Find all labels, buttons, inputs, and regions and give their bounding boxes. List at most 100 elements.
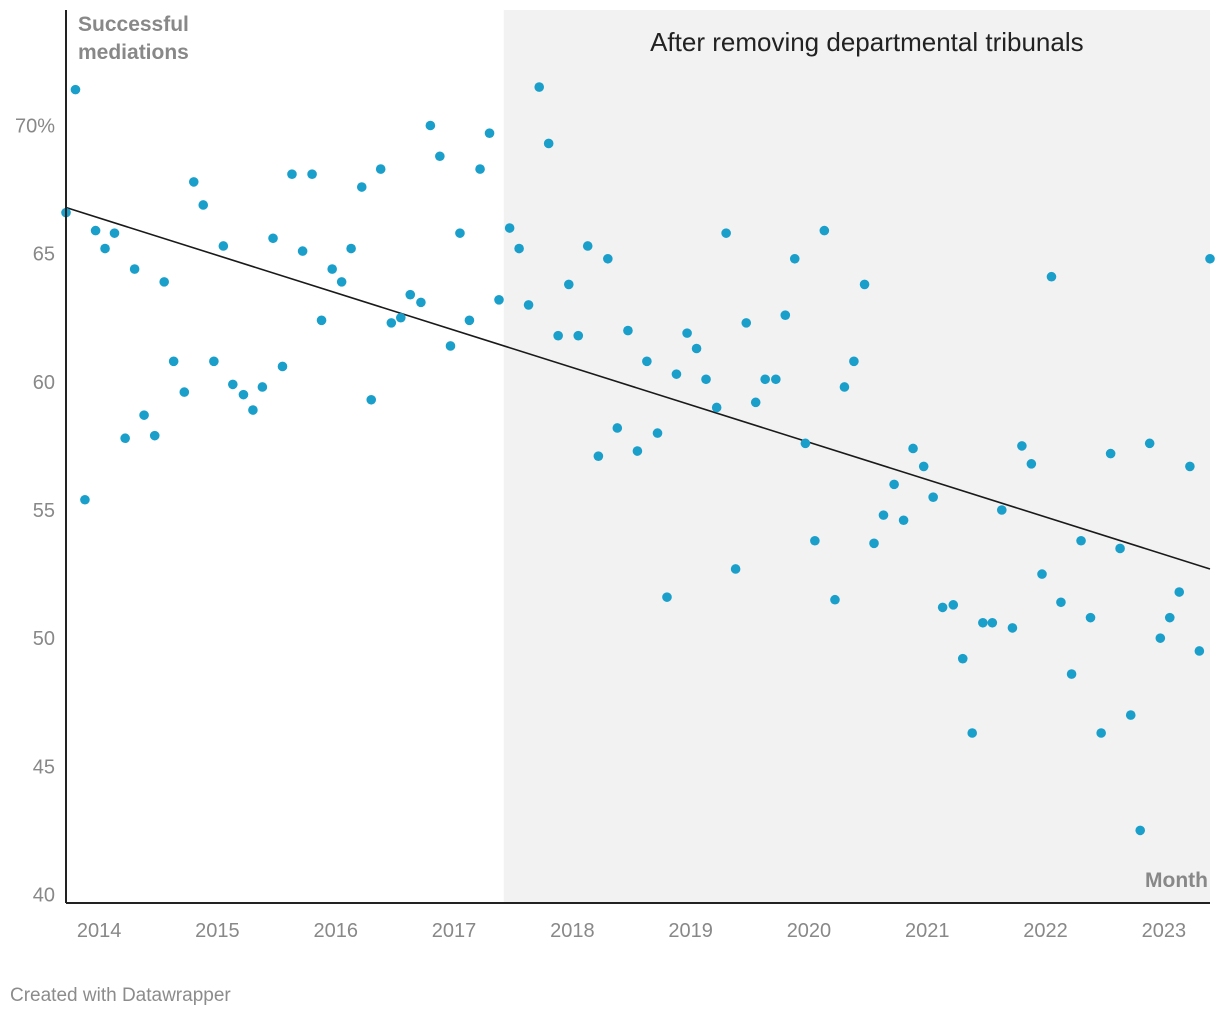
data-point-42 (475, 164, 485, 174)
data-point-58 (632, 446, 643, 456)
data-point-25 (307, 169, 317, 180)
data-point-81 (859, 279, 870, 290)
data-point-91 (957, 653, 968, 664)
data-point-98 (1026, 459, 1037, 469)
data-point-43 (484, 128, 495, 138)
footer-credit: Created with Datawrapper (10, 985, 231, 1006)
x-tick-label-2022: 2022 (1023, 920, 1068, 942)
x-tick-label-2016: 2016 (313, 920, 358, 942)
data-point-102 (1066, 669, 1077, 679)
x-tick-label-2021: 2021 (905, 920, 950, 942)
data-point-93 (978, 617, 988, 628)
data-point-34 (396, 312, 406, 323)
data-point-116 (1205, 253, 1215, 264)
data-point-3 (90, 225, 101, 236)
y-tick-label-50: 50 (33, 628, 55, 650)
x-tick-label-2023: 2023 (1142, 920, 1187, 942)
data-point-84 (889, 479, 899, 490)
data-point-76 (810, 535, 820, 546)
data-point-7 (129, 264, 140, 274)
data-point-56 (612, 423, 623, 433)
data-point-4 (100, 243, 110, 254)
data-point-78 (830, 594, 840, 605)
data-point-57 (623, 325, 633, 336)
data-point-50 (553, 330, 563, 341)
data-point-51 (563, 279, 574, 290)
data-point-101 (1056, 597, 1066, 608)
data-point-52 (573, 330, 584, 341)
shaded-period-region (503, 10, 1210, 903)
y-tick-label-70: 70% (15, 116, 55, 138)
data-point-69 (741, 318, 752, 328)
data-point-48 (534, 82, 545, 92)
data-point-77 (819, 225, 830, 236)
x-axis-ticks: 2014 2015 2016 2017 2018 2019 2020 2021 2022 2023 (77, 920, 1186, 942)
data-point-87 (918, 461, 929, 472)
data-point-45 (504, 223, 515, 233)
data-point-44 (494, 295, 504, 305)
data-point-90 (948, 600, 959, 610)
y-tick-label-40: 40 (33, 885, 55, 907)
data-point-26 (316, 315, 327, 326)
data-point-60 (652, 428, 663, 438)
data-point-47 (523, 300, 534, 310)
data-point-61 (662, 592, 672, 602)
x-tick-label-2015: 2015 (195, 920, 240, 942)
data-point-95 (996, 505, 1007, 515)
data-point-40 (455, 228, 465, 238)
data-point-85 (898, 515, 909, 526)
data-point-19 (248, 405, 258, 415)
shaded-region-annotation: After removing departmental tribunals (650, 27, 1084, 57)
data-point-18 (238, 389, 249, 400)
data-point-71 (760, 374, 770, 385)
y-axis-ticks: 70% 65 60 55 50 45 40 (15, 116, 55, 907)
data-point-72 (771, 374, 781, 385)
data-point-62 (671, 369, 682, 379)
x-tick-label-2014: 2014 (77, 920, 122, 942)
data-point-111 (1155, 633, 1166, 643)
data-point-103 (1076, 535, 1086, 546)
data-point-29 (346, 243, 356, 254)
data-point-55 (603, 253, 613, 264)
data-point-70 (750, 397, 761, 408)
data-point-27 (327, 264, 337, 274)
data-point-86 (908, 443, 918, 454)
data-point-106 (1105, 448, 1116, 459)
data-point-112 (1164, 612, 1175, 623)
data-point-2 (80, 494, 90, 505)
data-point-13 (188, 177, 199, 187)
x-tick-label-2017: 2017 (432, 920, 477, 942)
data-point-10 (159, 277, 169, 287)
data-point-65 (701, 374, 711, 385)
data-point-46 (514, 243, 524, 254)
data-points (61, 82, 1215, 836)
data-point-74 (789, 253, 800, 264)
data-point-97 (1017, 441, 1027, 451)
data-point-108 (1125, 710, 1136, 720)
data-point-75 (800, 438, 811, 449)
data-point-39 (445, 341, 456, 351)
data-point-113 (1174, 587, 1185, 597)
data-point-59 (642, 356, 652, 367)
data-point-63 (682, 328, 692, 338)
data-point-83 (878, 510, 889, 520)
data-point-66 (711, 402, 722, 413)
y-tick-label-60: 60 (33, 372, 55, 394)
data-point-89 (937, 602, 948, 613)
data-point-17 (228, 379, 238, 390)
data-point-5 (109, 228, 120, 238)
data-point-23 (287, 169, 297, 180)
y-axis-title-line: Successful (78, 13, 189, 36)
data-point-12 (179, 387, 190, 397)
data-point-41 (464, 315, 475, 326)
y-axis-title-line: mediations (78, 41, 189, 64)
data-point-53 (582, 241, 593, 251)
data-point-54 (593, 451, 604, 461)
data-point-30 (356, 182, 367, 192)
data-point-35 (405, 289, 416, 300)
data-point-96 (1007, 623, 1018, 633)
x-axis-title: Month (1145, 869, 1208, 892)
data-point-15 (209, 356, 219, 367)
